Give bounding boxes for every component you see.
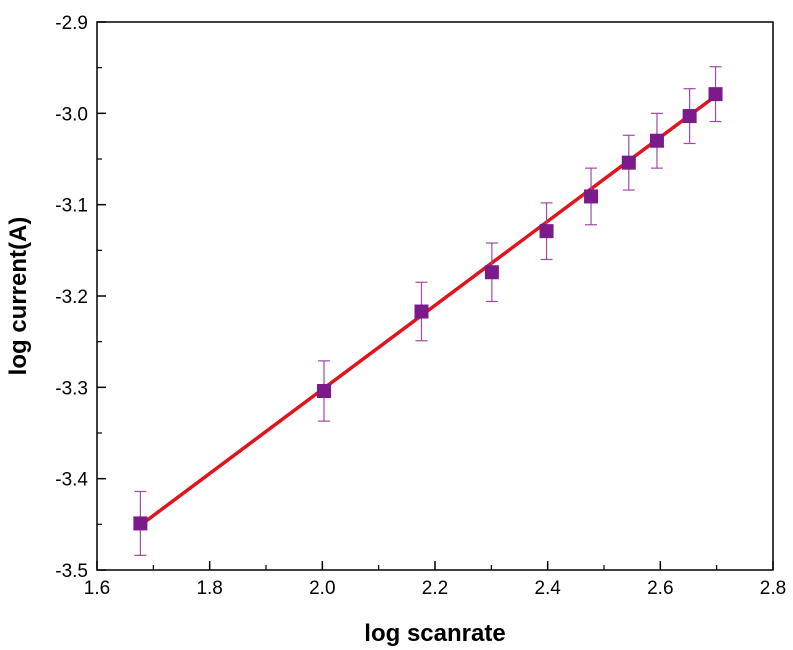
- x-axis-label: log scanrate: [364, 620, 505, 647]
- y-tick-label: -3.3: [55, 378, 88, 399]
- axes: [96, 21, 774, 571]
- x-tick-label: 2.6: [647, 578, 673, 599]
- data-point: [133, 516, 148, 531]
- data-point: [649, 133, 664, 148]
- data-point: [682, 109, 697, 124]
- data-point: [317, 383, 332, 398]
- data-markers: [133, 87, 723, 531]
- data-point: [414, 304, 429, 319]
- data-point: [539, 224, 554, 239]
- y-tick-label: -3.2: [55, 287, 88, 308]
- x-tick-label: 2.0: [309, 578, 335, 599]
- y-tick-label: -3.4: [55, 470, 88, 491]
- x-tick-label: 2.8: [760, 578, 786, 599]
- data-point: [584, 189, 599, 204]
- x-tick-label: 1.6: [84, 578, 110, 599]
- plot-frame: [96, 21, 774, 571]
- y-axis-label: log current(A): [5, 217, 32, 376]
- data-point: [708, 87, 723, 102]
- x-tick-label: 1.8: [196, 578, 222, 599]
- data-point: [621, 155, 636, 170]
- y-tick-label: -3.1: [55, 196, 88, 217]
- data-point: [484, 265, 499, 280]
- x-tick-label: 2.4: [534, 578, 561, 599]
- tick-labels: 1.6 1.8 2.0 2.2 2.4 2.6 2.8 -3.5 -3.4 -3.3 -3.2 -3.…: [55, 13, 786, 599]
- y-tick-label: -3.5: [55, 561, 88, 582]
- y-tick-label: -2.9: [55, 13, 88, 34]
- y-tick-label: -3.0: [55, 104, 88, 125]
- x-tick-label: 2.2: [422, 578, 448, 599]
